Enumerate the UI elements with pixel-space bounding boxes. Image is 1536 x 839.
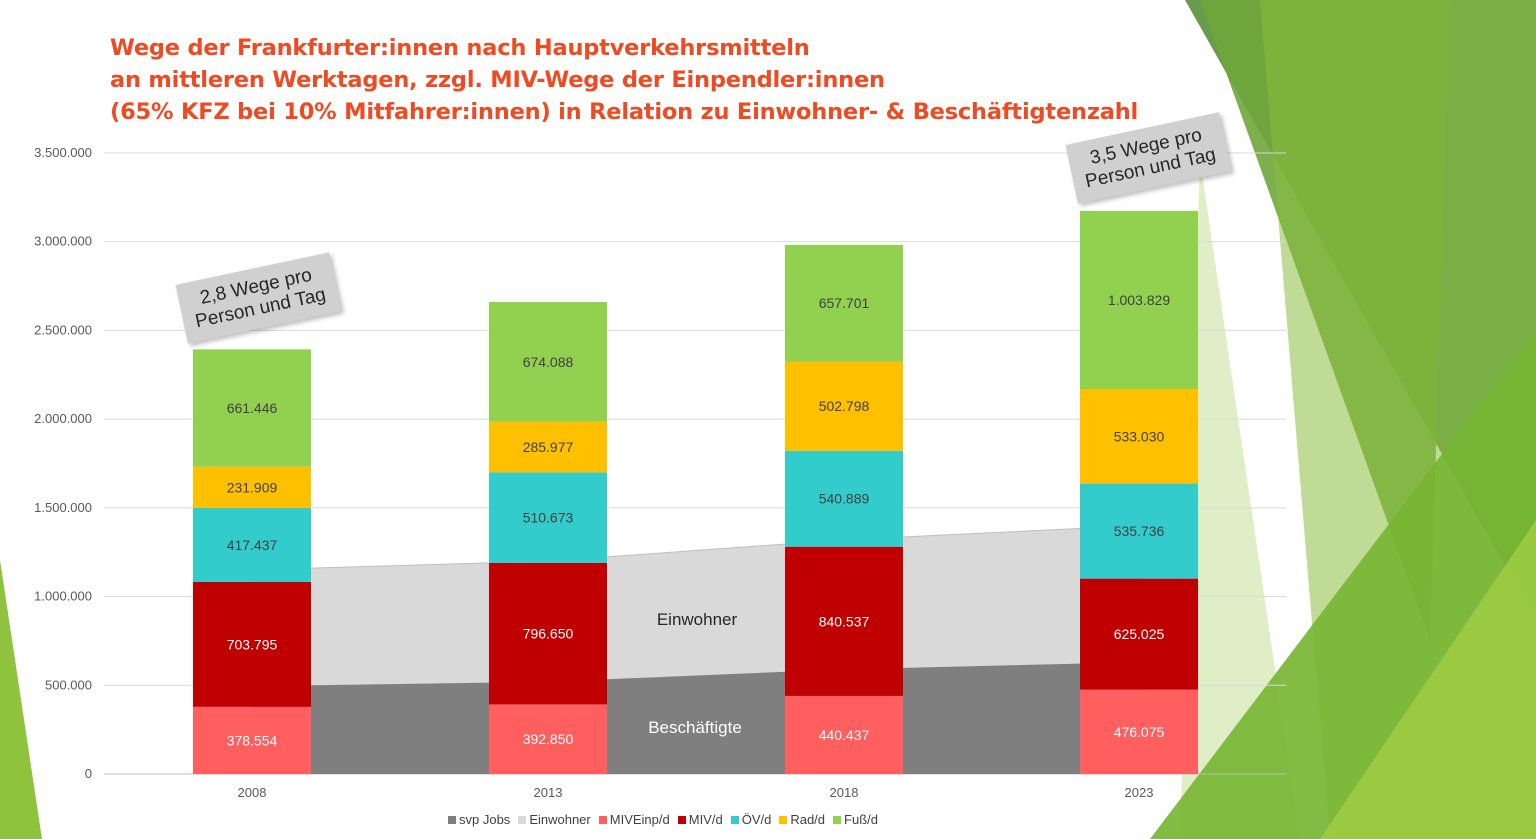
- data-label-2023-3: 533.030: [1114, 428, 1165, 444]
- legend-swatch-3: [677, 816, 686, 824]
- legend-label-1: Einwohner: [529, 812, 591, 827]
- bar-2023-segment-2: [1080, 483, 1198, 579]
- legend-label-3: MIV/d: [688, 812, 723, 827]
- data-label-2023-2: 535.736: [1114, 523, 1165, 539]
- data-label-2018-2: 540.889: [819, 491, 870, 507]
- legend-swatch-0: [448, 816, 456, 824]
- bar-2013-segment-2: [489, 472, 607, 563]
- legend-swatch-5: [779, 816, 788, 824]
- bar-2018-segment-0: [785, 695, 903, 774]
- legend-item-4: ÖV/d: [730, 812, 772, 827]
- data-label-2023-1: 625.025: [1114, 626, 1165, 642]
- data-label-2018-0: 440.437: [819, 727, 870, 743]
- data-label-2008-0: 378.554: [227, 732, 278, 748]
- bar-2018-segment-3: [785, 361, 903, 451]
- data-label-2023-4: 1.003.829: [1108, 292, 1170, 308]
- legend-item-6: Fuß/d: [833, 812, 878, 827]
- legend-label-4: ÖV/d: [741, 812, 772, 827]
- data-label-2018-1: 840.537: [819, 613, 870, 629]
- legend-item-3: MIV/d: [677, 812, 723, 827]
- legend-swatch-6: [833, 816, 842, 824]
- bar-2018-segment-1: [785, 546, 903, 696]
- y-tick-label-6: 3.000.000: [34, 234, 92, 249]
- data-label-2013-3: 285.977: [523, 439, 574, 455]
- data-label-2018-3: 502.798: [819, 398, 870, 414]
- bar-2013-segment-3: [489, 421, 607, 473]
- legend-item-0: svp Jobs: [448, 812, 510, 827]
- bar-2023-segment-3: [1080, 389, 1198, 484]
- data-label-2018-4: 657.701: [819, 295, 870, 311]
- area-label-beschaeftigte: Beschäftigte: [648, 718, 742, 737]
- bar-2008-segment-1: [193, 581, 311, 707]
- legend-item-2: MIVEinp/d: [598, 812, 670, 827]
- legend-swatch-1: [518, 816, 527, 824]
- legend-label-2: MIVEinp/d: [609, 812, 670, 827]
- y-tick-label-1: 500.000: [45, 677, 92, 692]
- x-tick-label-2013: 2013: [534, 785, 563, 800]
- area-label-einwohner: Einwohner: [657, 610, 738, 629]
- x-tick-label-2008: 2008: [238, 785, 267, 800]
- bar-2018-segment-2: [785, 450, 903, 547]
- y-tick-label-2: 1.000.000: [34, 589, 92, 604]
- bar-2013-segment-0: [489, 704, 607, 774]
- y-tick-label-0: 0: [85, 766, 92, 781]
- bar-2008-segment-3: [193, 466, 311, 508]
- legend-label-0: svp Jobs: [459, 812, 511, 827]
- bar-2008-segment-2: [193, 507, 311, 582]
- bar-2008-segment-4: [193, 349, 311, 467]
- bar-2023-segment-1: [1080, 578, 1198, 690]
- title-line-2: an mittleren Werktagen, zzgl. MIV-Wege d…: [110, 67, 885, 93]
- data-label-2008-1: 703.795: [227, 636, 278, 652]
- bar-2013-segment-1: [489, 562, 607, 705]
- legend-label-5: Rad/d: [790, 812, 826, 827]
- title-line-1: Wege der Frankfurter:innen nach Hauptver…: [110, 35, 810, 61]
- data-label-2013-1: 796.650: [523, 626, 574, 642]
- y-tick-label-5: 2.500.000: [34, 322, 92, 337]
- y-tick-label-7: 3.500.000: [34, 145, 92, 160]
- data-label-2008-2: 417.437: [227, 537, 278, 553]
- data-label-2013-0: 392.850: [523, 731, 574, 747]
- deco-sliver: [1180, 160, 1300, 839]
- area-svp-jobs: [252, 662, 1139, 774]
- data-label-2008-3: 231.909: [227, 479, 278, 495]
- legend-item-5: Rad/d: [779, 812, 825, 827]
- legend-item-1: Einwohner: [518, 812, 591, 827]
- chart-legend: svp Jobs Einwohner MIVEinp/d MIV/d ÖV/d Rad/d…: [0, 812, 1326, 827]
- title-line-3: (65% KFZ bei 10% Mitfahrer:innen) in Rel…: [110, 99, 1139, 125]
- legend-label-6: Fuß/d: [844, 812, 878, 827]
- data-label-2013-2: 510.673: [523, 510, 574, 526]
- data-label-2023-0: 476.075: [1114, 724, 1165, 740]
- legend-swatch-2: [598, 816, 607, 824]
- y-tick-label-4: 2.000.000: [34, 411, 92, 426]
- bar-2013-segment-4: [489, 301, 607, 422]
- bar-2023-segment-4: [1080, 210, 1198, 390]
- deco-triangle-bottom-light: [1320, 520, 1536, 839]
- legend-swatch-4: [730, 816, 739, 824]
- x-tick-label-2018: 2018: [830, 785, 859, 800]
- chart-title: Wege der Frankfurter:innen nach Hauptver…: [110, 32, 1138, 128]
- deco-triangle-left: [0, 560, 42, 839]
- x-tick-label-2023: 2023: [1125, 785, 1154, 800]
- bar-2023-segment-0: [1080, 689, 1198, 774]
- bar-2008-segment-0: [193, 706, 311, 774]
- y-tick-label-3: 1.500.000: [34, 500, 92, 515]
- data-label-2013-4: 674.088: [523, 354, 574, 370]
- data-label-2008-4: 661.446: [227, 400, 278, 416]
- bar-2018-segment-4: [785, 244, 903, 362]
